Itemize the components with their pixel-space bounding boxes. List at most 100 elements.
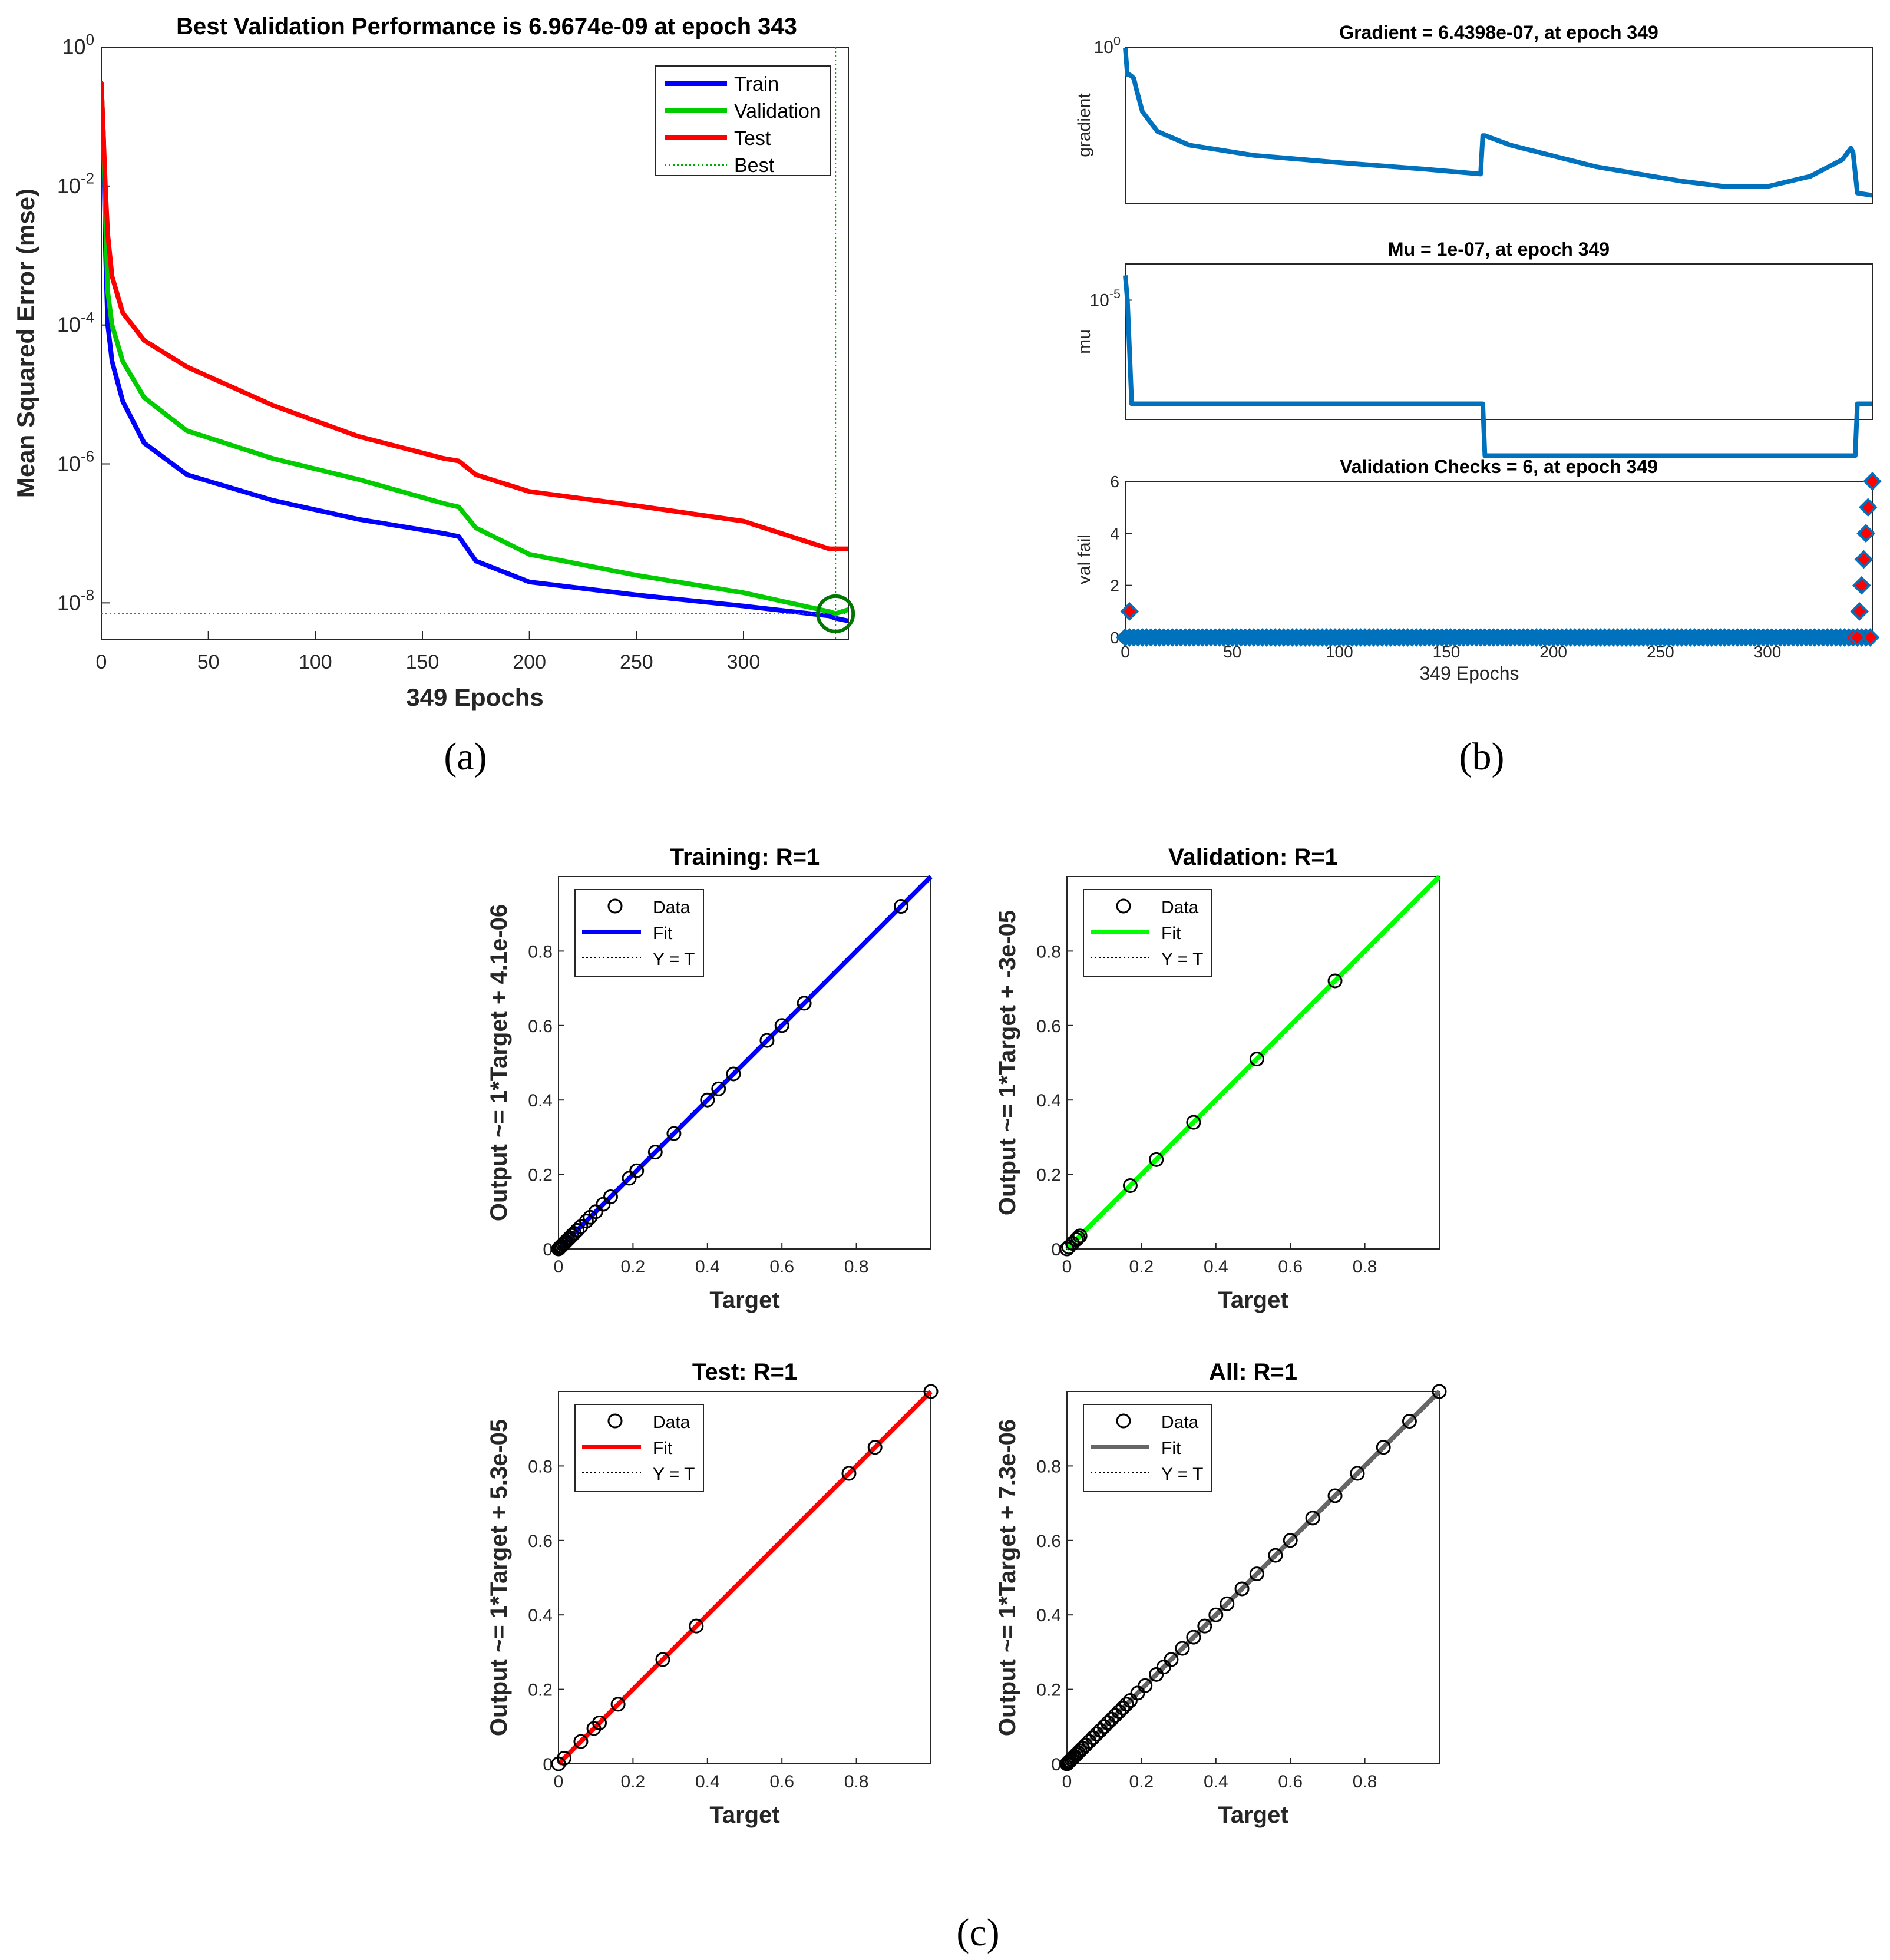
- legend: Data Fit Y = T: [574, 889, 704, 977]
- legend-marker: [607, 1413, 623, 1429]
- x-tick-label: 0: [554, 1257, 564, 1277]
- legend-label: Y = T: [1161, 950, 1203, 969]
- fit-line: [1065, 1390, 1441, 1766]
- panel-caption: (c): [956, 1911, 999, 1954]
- data-point: [579, 1214, 594, 1229]
- data-point: [1156, 1660, 1171, 1675]
- y-tick-label: 0.2: [528, 1166, 553, 1185]
- y-tick-label: 10-4: [57, 309, 94, 336]
- x-tick-label: 0.6: [769, 1772, 794, 1792]
- data-point: [1122, 1693, 1138, 1708]
- data-point: [588, 1204, 603, 1219]
- legend-label: Fit: [1161, 924, 1181, 943]
- legend-label: Fit: [653, 924, 673, 943]
- chart-title: Validation Checks = 6, at epoch 349: [1340, 456, 1658, 477]
- data-point: [1234, 1581, 1250, 1597]
- x-tick-label: 0: [96, 651, 107, 673]
- data-point: [647, 1145, 663, 1160]
- x-axis-label: 349 Epochs: [406, 683, 543, 711]
- chart-title: Test: R=1: [692, 1359, 797, 1385]
- y-tick-label: 10-6: [57, 448, 94, 475]
- y-tick-label: 0: [1051, 1755, 1061, 1774]
- data-point: [1376, 1440, 1391, 1455]
- val-fail-marker: [1856, 524, 1875, 543]
- data-point: [1061, 1240, 1076, 1255]
- data-point: [1305, 1511, 1320, 1526]
- data-point: [610, 1697, 626, 1712]
- y-tick-label: 0.4: [528, 1091, 553, 1110]
- series-line-validation: [101, 81, 848, 616]
- x-tick-label: 0.6: [1278, 1772, 1303, 1792]
- data-point: [711, 1081, 726, 1096]
- data-point: [867, 1440, 883, 1455]
- data-point: [1350, 1466, 1365, 1481]
- data-point: [573, 1734, 589, 1749]
- chart-title: Validation: R=1: [1168, 844, 1338, 870]
- x-tick-label: 0.2: [621, 1257, 646, 1277]
- x-axis-label: Target: [1218, 1802, 1288, 1828]
- data-point: [1122, 1178, 1138, 1194]
- data-point: [1130, 1685, 1145, 1701]
- data-point: [1085, 1730, 1101, 1746]
- y-axis-label: Output ~= 1*Target + 4.1e-06: [486, 904, 512, 1221]
- data-point: [1104, 1711, 1119, 1727]
- x-tick-label: 0: [1062, 1257, 1072, 1277]
- legend-label: Data: [653, 898, 690, 917]
- y-tick-label: 0.2: [1036, 1166, 1061, 1185]
- data-point: [562, 1230, 577, 1245]
- data-point: [666, 1126, 682, 1141]
- legend-label: Data: [1161, 898, 1199, 917]
- y-tick-label: 10-2: [57, 171, 94, 198]
- x-tick-label: 0.2: [1129, 1772, 1154, 1792]
- data-point: [1149, 1667, 1164, 1682]
- legend-label: Test: [734, 127, 771, 150]
- data-point: [1138, 1678, 1153, 1693]
- y-tick-label: 0: [1051, 1240, 1061, 1260]
- y-axis-label: Output ~= 1*Target + -3e-05: [994, 910, 1020, 1215]
- y-tick-label: 0.8: [1036, 942, 1061, 961]
- data-point: [1283, 1533, 1298, 1548]
- data-point: [1069, 1232, 1084, 1247]
- series-line-gradient: [1123, 47, 1873, 198]
- legend-label: Best: [734, 154, 775, 177]
- y-tick-label: 10-8: [57, 587, 94, 614]
- data-point: [1101, 1715, 1116, 1730]
- chart-title: Gradient = 6.4398e-07, at epoch 349: [1339, 22, 1658, 43]
- x-tick-label: 0.2: [621, 1772, 646, 1792]
- plot-area: [1125, 481, 1873, 638]
- data-point: [1089, 1726, 1105, 1741]
- data-point: [1070, 1745, 1086, 1760]
- x-tick-label: 0.4: [1204, 1257, 1228, 1277]
- y-axis-label: Output ~= 1*Target + 7.3e-06: [994, 1419, 1020, 1736]
- val-fail-marker: [1863, 472, 1882, 491]
- panel-b1: Gradient = 6.4398e-07, at epoch 349 gradi…: [1075, 22, 1873, 204]
- fit-line: [557, 875, 933, 1251]
- data-point: [1249, 1052, 1264, 1067]
- data-point: [1115, 1700, 1131, 1716]
- data-point: [1197, 1618, 1212, 1634]
- x-axis-label: Target: [709, 1287, 779, 1313]
- x-tick-label: 0: [1121, 643, 1130, 661]
- series-line-train: [101, 81, 848, 623]
- data-point: [1208, 1607, 1224, 1622]
- plot-area: [1125, 47, 1873, 204]
- y-tick-label: 0.6: [528, 1532, 553, 1551]
- data-point: [1070, 1230, 1086, 1245]
- data-point: [1220, 1596, 1235, 1611]
- data-point: [700, 1092, 715, 1108]
- y-axis-label: val fail: [1075, 534, 1094, 584]
- legend-label: Validation: [734, 100, 821, 123]
- data-point: [1186, 1630, 1201, 1645]
- data-point: [1327, 973, 1343, 989]
- data-point: [570, 1222, 585, 1238]
- x-tick-label: 0.4: [695, 1257, 720, 1277]
- panel-b2: Mu = 1e-07, at epoch 349 mu 10-5: [1075, 239, 1873, 458]
- legend-marker: [607, 898, 623, 914]
- data-point: [1078, 1737, 1093, 1753]
- y-axis-label: Output ~= 1*Target + 5.3e-05: [486, 1419, 512, 1736]
- y-tick-label: 0.2: [528, 1681, 553, 1700]
- data-point: [1093, 1723, 1108, 1738]
- plot-area: [1125, 263, 1873, 420]
- y-tick-label: 0.8: [528, 1457, 553, 1476]
- val-fail-marker: [1120, 602, 1139, 621]
